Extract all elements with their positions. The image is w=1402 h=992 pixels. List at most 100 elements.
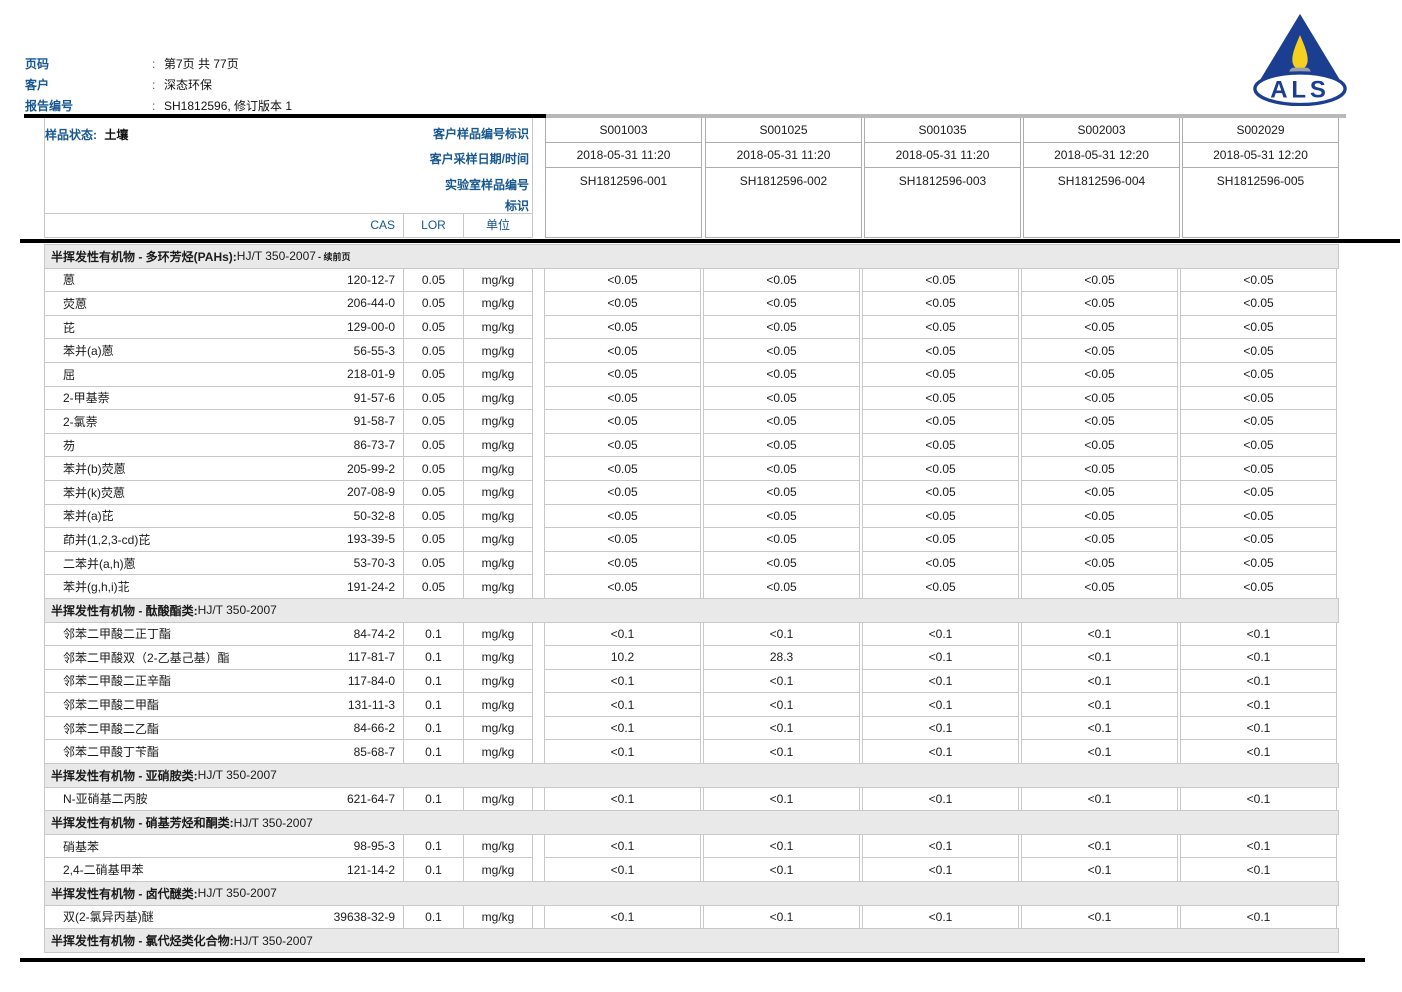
value-cell: <0.05 bbox=[1180, 314, 1337, 340]
value-cell: <0.1 bbox=[1180, 621, 1337, 647]
section-title: 半挥发性有机物 - 酞酸酯类: bbox=[51, 603, 198, 618]
analyte-unit: mg/kg bbox=[463, 622, 532, 646]
value-cell: <0.1 bbox=[1021, 692, 1178, 717]
value-cell: <0.1 bbox=[544, 786, 701, 812]
analyte-name: 2,4-二硝基甲苯 bbox=[63, 863, 144, 878]
section-header-row: 半挥发性有机物 - 亚硝胺类: HJ/T 350-2007 bbox=[44, 763, 1339, 788]
value-cell: <0.05 bbox=[1180, 361, 1337, 387]
sample-column: S002003 2018-05-31 12:20 SH1812596-004 bbox=[1023, 118, 1180, 238]
value-cell: <0.05 bbox=[1180, 338, 1337, 363]
analyte-name-cas: 苯并(a)蒽 56-55-3 bbox=[45, 339, 403, 362]
client-sample-id: S001035 bbox=[865, 118, 1020, 143]
analyte-cas: 205-99-2 bbox=[346, 461, 395, 476]
lor-column-header: LOR bbox=[403, 214, 463, 237]
analyte-unit: mg/kg bbox=[463, 339, 532, 362]
table-row: 2,4-二硝基甲苯 121-14-2 0.1 mg/kg <0.1 <0.1 <0.1 <0.… bbox=[44, 857, 1340, 883]
analyte-name-cas: N-亚硝基二丙胺 621-64-7 bbox=[45, 788, 403, 811]
analyte-name-cas: 苯并(b)荧蒽 205-99-2 bbox=[45, 457, 403, 480]
analyte-unit: mg/kg bbox=[463, 575, 532, 598]
analyte-name-cas: 屈 218-01-9 bbox=[45, 363, 403, 386]
analyte-name-cas: 硝基苯 98-95-3 bbox=[45, 835, 403, 858]
analyte-lor: 0.05 bbox=[403, 315, 463, 339]
analyte-name: 苯并(k)荧蒽 bbox=[63, 485, 125, 500]
value-cell: <0.05 bbox=[544, 409, 701, 434]
value-cell: <0.05 bbox=[1021, 314, 1178, 340]
analyte-name: 2-甲基萘 bbox=[63, 391, 110, 406]
analyte-unit: mg/kg bbox=[463, 716, 532, 740]
analyte-name: 硝基苯 bbox=[63, 839, 100, 854]
value-cell: <0.05 bbox=[1180, 409, 1337, 434]
value-cell: <0.05 bbox=[862, 314, 1019, 340]
analyte-name: 邻苯二甲酸双（2-乙基己基）酯 bbox=[63, 650, 230, 665]
value-cell: <0.05 bbox=[1021, 385, 1178, 411]
section-title: 半挥发性有机物 - 卤代醚类: bbox=[51, 886, 198, 901]
table-row: N-亚硝基二丙胺 621-64-7 0.1 mg/kg <0.1 <0.1 <0.1 <0.1… bbox=[44, 786, 1340, 812]
sampling-datetime: 2018-05-31 11:20 bbox=[865, 143, 1020, 168]
value-cell: <0.1 bbox=[1021, 857, 1178, 883]
analyte-cas: 191-24-2 bbox=[346, 579, 395, 594]
analyte-lor: 0.1 bbox=[403, 905, 463, 929]
analyte-unit: mg/kg bbox=[463, 834, 532, 858]
analyte-name-cas: 蒽 120-12-7 bbox=[45, 269, 403, 292]
analyte-name-cas: 邻苯二甲酸二正丁酯 84-74-2 bbox=[45, 623, 403, 646]
analyte-name: 邻苯二甲酸二乙酯 bbox=[63, 721, 160, 736]
analyte-unit: mg/kg bbox=[463, 646, 532, 669]
table-row: 硝基苯 98-95-3 0.1 mg/kg <0.1 <0.1 <0.1 <0.1 <0.1 bbox=[44, 833, 1340, 859]
value-cell: <0.05 bbox=[1021, 550, 1178, 576]
sample-status-line: 样品状态: 土壤 bbox=[45, 126, 128, 143]
analyte-left-cell: 二苯并(a,h)蒽 53-70-3 0.05 mg/kg bbox=[44, 550, 533, 576]
value-cell: <0.1 bbox=[1180, 786, 1337, 812]
value-cell: <0.05 bbox=[1021, 503, 1178, 529]
analyte-name: 苯并(a)芘 bbox=[63, 509, 114, 524]
value-cell: <0.1 bbox=[862, 645, 1019, 670]
analyte-unit: mg/kg bbox=[463, 528, 532, 551]
section-standard: HJ/T 350-2007 bbox=[197, 768, 277, 783]
analyte-lor: 0.05 bbox=[403, 362, 463, 386]
analyte-cas: 120-12-7 bbox=[346, 272, 395, 287]
value-cell: <0.1 bbox=[1021, 904, 1178, 930]
analyte-name-cas: 双(2-氯异丙基)醚 39638-32-9 bbox=[45, 906, 403, 929]
analyte-cas: 91-57-6 bbox=[353, 390, 395, 405]
analyte-left-cell: 苯并(g,h,i)苝 191-24-2 0.05 mg/kg bbox=[44, 574, 533, 599]
analyte-lor: 0.05 bbox=[403, 528, 463, 551]
value-cell: <0.05 bbox=[703, 291, 860, 316]
analyte-lor: 0.05 bbox=[403, 292, 463, 315]
analyte-name: 芘 bbox=[63, 320, 76, 335]
client-sample-id: S002029 bbox=[1183, 118, 1338, 143]
value-cell: <0.05 bbox=[1021, 361, 1178, 387]
value-cell: <0.05 bbox=[544, 314, 701, 340]
value-cell: <0.1 bbox=[1021, 668, 1178, 694]
analyte-left-cell: 双(2-氯异丙基)醚 39638-32-9 0.1 mg/kg bbox=[44, 904, 533, 930]
section-standard: HJ/T 350-2007 bbox=[197, 603, 277, 618]
value-cell: <0.1 bbox=[1021, 621, 1178, 647]
meta-value-report-no: SH1812596, 修订版本 1 bbox=[164, 99, 293, 113]
analyte-name-cas: 苯并(k)荧蒽 207-08-9 bbox=[45, 481, 403, 504]
lab-sample-number: SH1812596-002 bbox=[739, 174, 828, 188]
value-cell: <0.05 bbox=[1021, 432, 1178, 458]
analyte-cas: 218-01-9 bbox=[346, 367, 395, 382]
report-meta: 页码 : 第7页 共 77页 客户 : 深态环保 报告编号 : SH181259… bbox=[25, 53, 292, 116]
section-title: 半挥发性有机物 - 多环芳烃(PAHs): bbox=[51, 249, 237, 264]
analyte-name: 邻苯二甲酸二甲酯 bbox=[63, 698, 160, 713]
analyte-left-cell: 蒽 120-12-7 0.05 mg/kg bbox=[44, 267, 533, 293]
meta-colon: : bbox=[152, 98, 156, 113]
value-cell: <0.1 bbox=[862, 904, 1019, 930]
sample-column: S002029 2018-05-31 12:20 SH1812596-005 bbox=[1182, 118, 1339, 238]
value-cell: <0.05 bbox=[862, 361, 1019, 387]
analyte-unit: mg/kg bbox=[463, 480, 532, 504]
value-cell: <0.05 bbox=[544, 385, 701, 411]
value-cell: <0.05 bbox=[703, 385, 860, 411]
section-header-row: 半挥发性有机物 - 硝基芳烃和酮类: HJ/T 350-2007 bbox=[44, 810, 1339, 835]
table-row: 茚并(1,2,3-cd)芘 193-39-5 0.05 mg/kg <0.05 <0.05… bbox=[44, 527, 1340, 552]
analyte-cas: 86-73-7 bbox=[353, 438, 395, 453]
analyte-cas: 98-95-3 bbox=[353, 839, 395, 854]
analyte-name: 邻苯二甲酸二正辛酯 bbox=[63, 674, 172, 689]
analyte-cas: 53-70-3 bbox=[353, 556, 395, 571]
analyte-name: 蒽 bbox=[63, 273, 76, 288]
sample-column: S001003 2018-05-31 11:20 SH1812596-001 bbox=[545, 118, 702, 238]
table-row: 芘 129-00-0 0.05 mg/kg <0.05 <0.05 <0.05 <0.05 <0… bbox=[44, 314, 1340, 340]
value-cell: <0.05 bbox=[703, 432, 860, 458]
value-cell: <0.1 bbox=[544, 668, 701, 694]
value-cell: <0.1 bbox=[544, 621, 701, 647]
value-cell: <0.1 bbox=[703, 904, 860, 930]
